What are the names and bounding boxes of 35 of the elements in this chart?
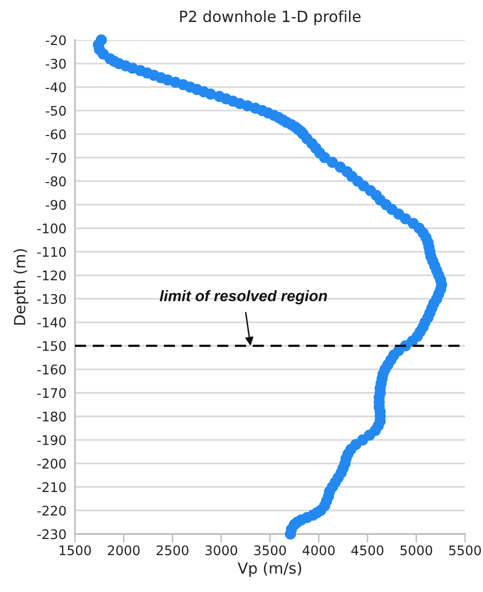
- y-tick-label: -110: [37, 246, 66, 257]
- x-tick-label: 3500: [254, 545, 286, 556]
- y-tick-label: -190: [37, 435, 66, 446]
- y-tick-label: -160: [37, 364, 66, 375]
- y-tick-label: -80: [46, 176, 66, 186]
- x-tick-label: 5500: [449, 545, 481, 556]
- y-tick-label: -230: [37, 529, 66, 540]
- y-tick-label: -50: [46, 106, 66, 116]
- y-tick-label: -220: [37, 506, 66, 516]
- x-axis-title: Vp (m/s): [238, 562, 302, 577]
- y-tick-label: -180: [37, 412, 66, 422]
- y-tick-label: -60: [46, 129, 66, 140]
- x-tick-label: 4500: [351, 545, 384, 556]
- y-tick-label: -200: [37, 458, 66, 469]
- x-tick-label: 4000: [302, 545, 335, 556]
- y-tick-label: -70: [46, 152, 66, 163]
- x-tick-label: 2500: [156, 545, 188, 556]
- x-tick-label: 3000: [205, 545, 238, 556]
- y-tick-label: -100: [37, 223, 66, 234]
- annotation: limit of resolved region: [160, 290, 327, 304]
- y-tick-label: -170: [37, 388, 66, 398]
- y-tick-label: -20: [46, 35, 66, 46]
- y-tick-label: -30: [46, 58, 66, 69]
- y-tick-label: -40: [46, 82, 66, 92]
- y-tick-label: -130: [37, 294, 66, 304]
- chart-title: P2 downhole 1-D profile: [180, 10, 361, 26]
- y-tick-label: -90: [46, 200, 66, 210]
- y-tick-label: -150: [37, 341, 66, 352]
- y-tick-label: -210: [37, 482, 66, 492]
- y-tick-label: -120: [37, 270, 66, 280]
- y-axis-title: Depth (m): [14, 249, 28, 325]
- y-tick-label: -140: [37, 318, 66, 328]
- x-tick-label: 5000: [400, 545, 432, 556]
- x-tick-label: 2000: [108, 545, 140, 556]
- x-tick-label: 1500: [60, 545, 91, 556]
